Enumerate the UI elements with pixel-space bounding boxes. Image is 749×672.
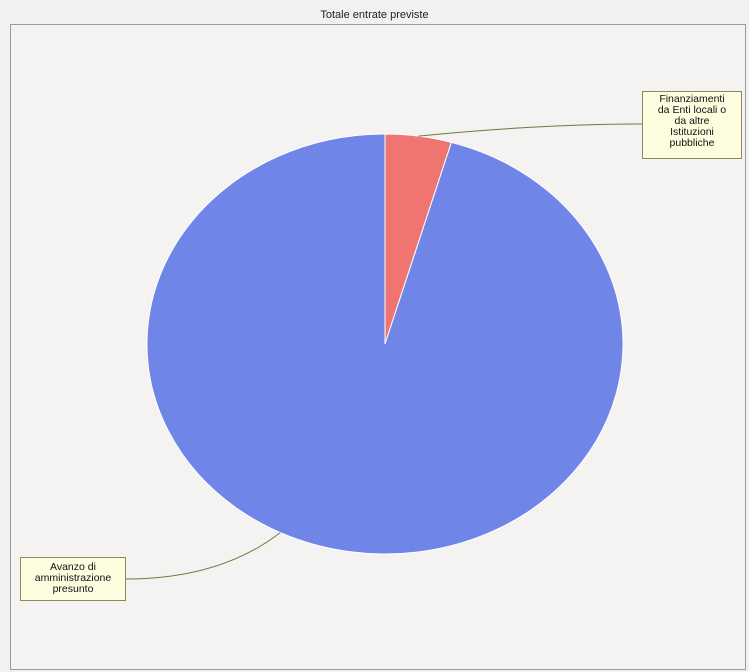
slice-label-line: Finanziamenti [659,93,725,105]
slice-label-line: presunto [52,583,94,595]
slice-label-avanzo: Avanzo di amministrazione presunto [20,557,126,601]
slice-label-line: da Enti locali o [657,104,727,116]
leader-line-0 [418,123,643,137]
pie-slice-1 [146,133,624,555]
leader-line-1 [125,532,281,580]
slice-label-line: amministrazione [34,572,112,584]
slice-label-line: da altre [674,115,710,127]
slice-label-line: Istituzioni [670,126,714,138]
leader-lines [125,123,643,580]
pie-slices [146,133,624,555]
slice-label-line: Avanzo di [50,561,96,573]
slice-label-finanziamenti: Finanziamenti da Enti locali o da altre … [642,91,742,159]
slice-label-line: pubbliche [669,137,715,149]
chart-title: Totale entrate previste [320,9,429,21]
